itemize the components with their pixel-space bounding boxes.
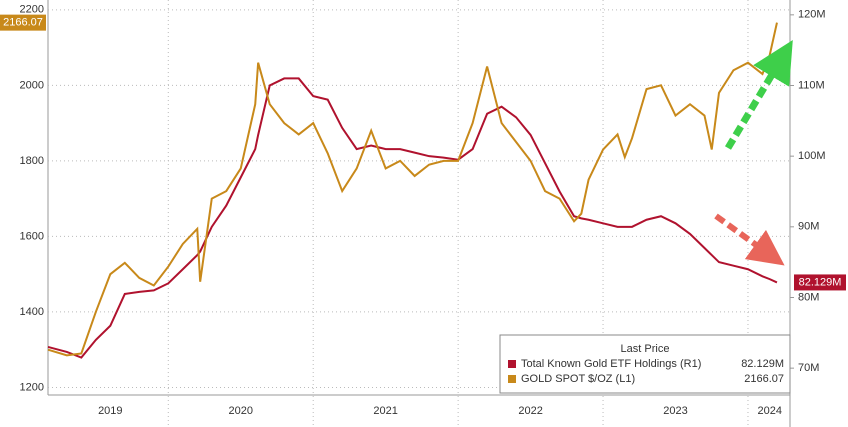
series-line: [47, 22, 778, 357]
y2-tick-label: 100M: [798, 150, 826, 162]
annotation-arrow: [724, 39, 793, 150]
y-tick-label: 1800: [20, 155, 44, 167]
x-tick-label: 2021: [373, 405, 397, 417]
legend-value: 82.129M: [741, 358, 784, 370]
legend: Last Price Total Known Gold ETF Holdings…: [499, 334, 791, 394]
last-price-tag: [794, 274, 846, 291]
last-price-label: 2166.07: [3, 17, 43, 29]
annotation-arrow: [714, 213, 785, 266]
x-tick-label: 2022: [518, 405, 542, 417]
y2-tick-label: 70M: [798, 362, 819, 374]
y2-tick-label: 120M: [798, 9, 826, 21]
legend-swatch: [508, 375, 516, 383]
x-tick-label: 2019: [98, 405, 122, 417]
y-tick-label: 1200: [20, 381, 44, 393]
x-tick-label: 2023: [663, 405, 687, 417]
last-price-label: 82.129M: [799, 276, 842, 288]
legend-label: GOLD SPOT $/OZ (L1): [521, 373, 635, 385]
legend-box: [499, 334, 791, 394]
last-price-tag: [0, 14, 46, 31]
legend-title: Last Price: [621, 343, 670, 355]
legend-swatch: [508, 360, 516, 368]
x-tick-label: 2020: [229, 405, 253, 417]
legend-label: Total Known Gold ETF Holdings (R1): [521, 358, 701, 370]
y2-tick-label: 90M: [798, 221, 819, 233]
y2-tick-label: 110M: [798, 79, 825, 91]
y-tick-label: 2200: [20, 4, 44, 16]
y-tick-label: 1600: [20, 230, 44, 242]
y-tick-label: 2000: [20, 79, 44, 91]
y-tick-label: 1400: [20, 306, 44, 318]
y2-tick-label: 80M: [798, 291, 819, 303]
series-line: [47, 77, 778, 359]
legend-value: 2166.07: [744, 373, 784, 385]
x-tick-label: 2024: [757, 405, 781, 417]
